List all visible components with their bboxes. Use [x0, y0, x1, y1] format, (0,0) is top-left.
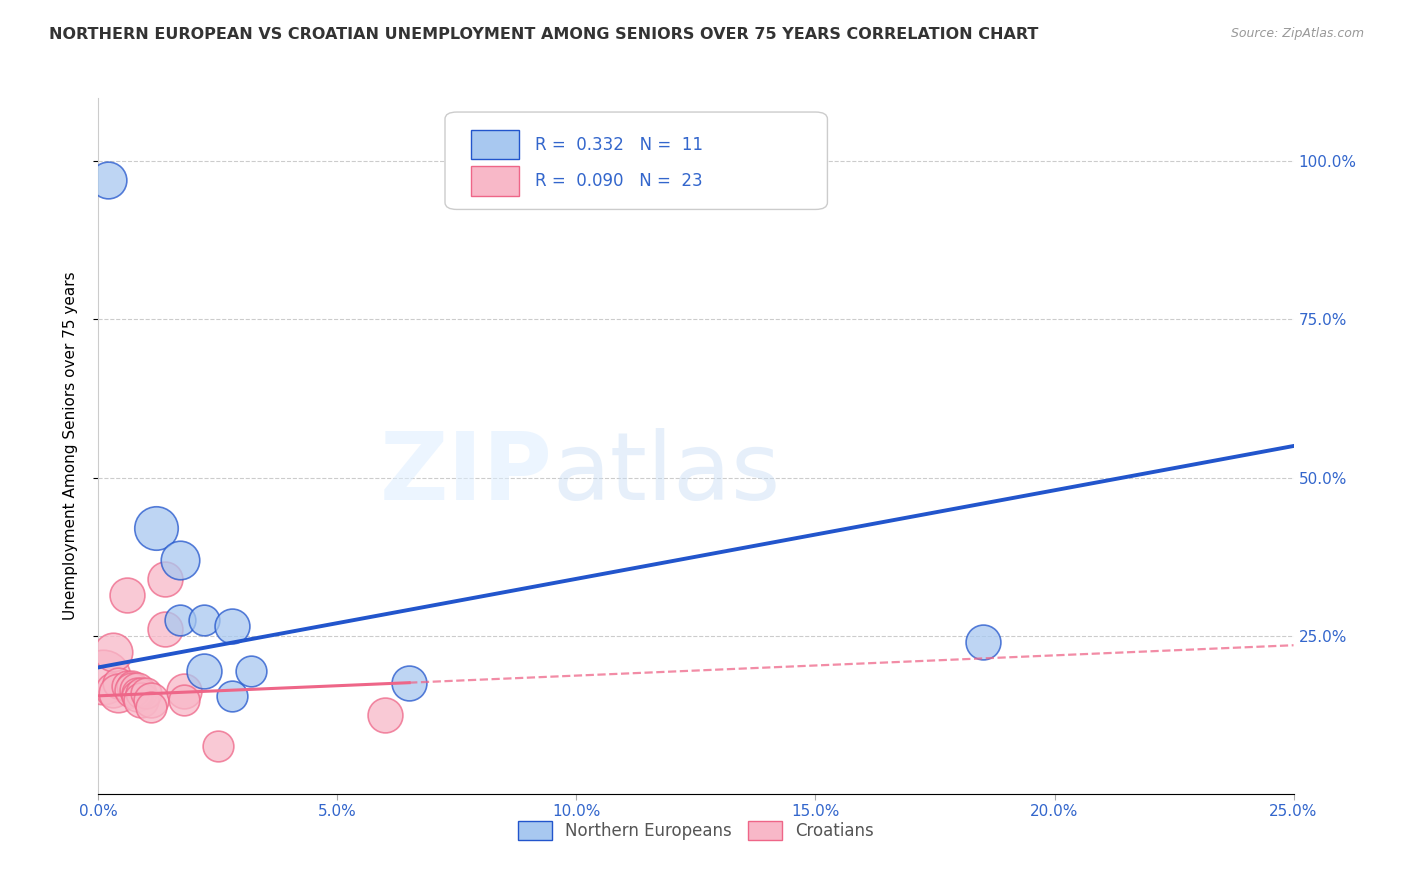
Point: [193, 664, 215, 678]
Point: [169, 613, 191, 627]
Point: [101, 644, 124, 658]
Text: ZIP: ZIP: [380, 428, 553, 520]
Point: [115, 679, 138, 693]
Point: [972, 635, 994, 649]
Text: atlas: atlas: [553, 428, 780, 520]
Point: [173, 684, 195, 698]
Point: [193, 613, 215, 627]
Text: Source: ZipAtlas.com: Source: ZipAtlas.com: [1230, 27, 1364, 40]
Point: [139, 693, 162, 707]
Point: [131, 686, 153, 700]
FancyBboxPatch shape: [471, 166, 519, 195]
Point: [91, 670, 114, 684]
Text: NORTHERN EUROPEAN VS CROATIAN UNEMPLOYMENT AMONG SENIORS OVER 75 YEARS CORRELATI: NORTHERN EUROPEAN VS CROATIAN UNEMPLOYME…: [49, 27, 1039, 42]
Point: [135, 686, 157, 700]
Point: [125, 686, 148, 700]
Point: [221, 619, 243, 633]
Point: [131, 693, 153, 707]
Point: [145, 521, 167, 535]
Point: [221, 689, 243, 703]
Point: [169, 553, 191, 567]
Point: [107, 676, 129, 690]
Point: [374, 707, 396, 722]
Point: [207, 739, 229, 754]
Point: [121, 682, 143, 697]
Point: [115, 588, 138, 602]
FancyBboxPatch shape: [471, 130, 519, 160]
Point: [240, 664, 263, 678]
Point: [155, 623, 177, 637]
Point: [107, 686, 129, 700]
Text: R =  0.090   N =  23: R = 0.090 N = 23: [534, 172, 702, 190]
Point: [173, 693, 195, 707]
Point: [139, 699, 162, 714]
Point: [121, 679, 143, 693]
Point: [155, 572, 177, 586]
Point: [125, 682, 148, 697]
Point: [125, 689, 148, 703]
FancyBboxPatch shape: [446, 112, 827, 210]
Y-axis label: Unemployment Among Seniors over 75 years: Unemployment Among Seniors over 75 years: [63, 272, 77, 620]
Legend: Northern Europeans, Croatians: Northern Europeans, Croatians: [510, 813, 882, 848]
Text: R =  0.332   N =  11: R = 0.332 N = 11: [534, 136, 703, 153]
Point: [101, 682, 124, 697]
Point: [97, 173, 120, 187]
Point: [398, 676, 420, 690]
